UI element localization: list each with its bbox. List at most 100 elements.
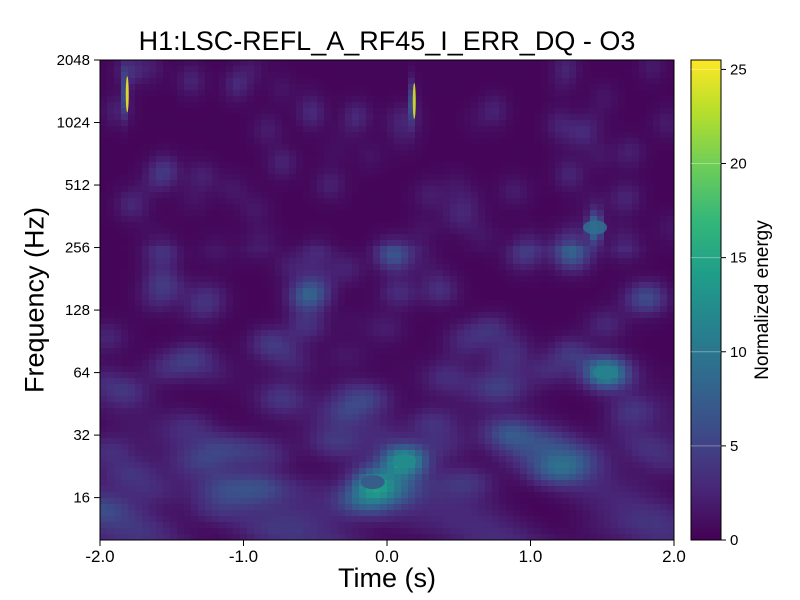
heatmap-cell xyxy=(275,90,283,97)
heatmap-cell xyxy=(366,138,374,145)
heatmap-cell xyxy=(478,378,486,385)
heatmap-cell xyxy=(135,162,143,169)
heatmap-cell xyxy=(380,354,388,361)
heatmap-cell xyxy=(646,282,654,289)
heatmap-cell xyxy=(604,84,612,91)
heatmap-cell xyxy=(492,264,500,271)
heatmap-cell xyxy=(527,108,535,115)
heatmap-cell xyxy=(275,414,283,421)
heatmap-cell xyxy=(226,180,234,187)
heatmap-cell xyxy=(604,192,612,199)
heatmap-cell xyxy=(443,336,451,343)
heatmap-cell xyxy=(527,198,535,205)
heatmap-cell xyxy=(149,126,157,133)
heatmap-cell xyxy=(303,114,311,121)
heatmap-cell xyxy=(310,384,318,391)
heatmap-cell xyxy=(107,156,115,163)
heatmap-cell xyxy=(471,198,479,205)
heatmap-cell xyxy=(247,288,255,295)
heatmap-cell xyxy=(373,408,381,415)
heatmap-cell xyxy=(632,150,640,157)
heatmap-cell xyxy=(506,264,514,271)
heatmap-cell xyxy=(317,114,325,121)
heatmap-cell xyxy=(128,180,136,187)
heatmap-cell xyxy=(485,204,493,211)
heatmap-cell xyxy=(611,354,619,361)
heatmap-cell xyxy=(296,162,304,169)
heatmap-cell xyxy=(184,360,192,367)
heatmap-cell xyxy=(184,258,192,265)
heatmap-cell xyxy=(408,234,416,241)
heatmap-cell xyxy=(247,270,255,277)
heatmap-cell xyxy=(429,348,437,355)
heatmap-cell xyxy=(429,288,437,295)
heatmap-cell xyxy=(275,354,283,361)
heatmap-cell xyxy=(247,378,255,385)
heatmap-cell xyxy=(520,372,528,379)
heatmap-cell xyxy=(366,60,374,67)
heatmap-cell xyxy=(429,180,437,187)
heatmap-cell xyxy=(555,210,563,217)
heatmap-cell xyxy=(499,192,507,199)
heatmap-cell xyxy=(366,204,374,211)
heatmap-cell xyxy=(541,66,549,73)
heatmap-cell xyxy=(639,264,647,271)
heatmap-cell xyxy=(499,342,507,349)
heatmap-cell xyxy=(282,402,290,409)
heatmap-cell xyxy=(457,342,465,349)
heatmap-cell xyxy=(408,108,416,115)
heatmap-cell xyxy=(254,228,262,235)
heatmap-cell xyxy=(527,348,535,355)
heatmap-cell xyxy=(604,252,612,259)
heatmap-cell xyxy=(625,330,633,337)
heatmap-cell xyxy=(247,102,255,109)
heatmap-cell xyxy=(422,402,430,409)
heatmap-cell xyxy=(562,66,570,73)
heatmap-cell xyxy=(506,228,514,235)
heatmap-cell xyxy=(149,228,157,235)
heatmap-cell xyxy=(359,96,367,103)
heatmap-cell xyxy=(513,366,521,373)
heatmap-cell xyxy=(527,144,535,151)
heatmap-cell xyxy=(611,78,619,85)
heatmap-cell xyxy=(534,366,542,373)
heatmap-cell xyxy=(625,102,633,109)
heatmap-cell xyxy=(310,84,318,91)
heatmap-cell xyxy=(233,234,241,241)
heatmap-cell xyxy=(359,336,367,343)
heatmap-cell xyxy=(429,408,437,415)
heatmap-cell xyxy=(289,240,297,247)
heatmap-cell xyxy=(331,108,339,115)
heatmap-cell xyxy=(387,318,395,325)
heatmap-cell xyxy=(464,144,472,151)
heatmap-cell xyxy=(282,186,290,193)
heatmap-cell xyxy=(597,186,605,193)
heatmap-cell xyxy=(289,102,297,109)
heatmap-cell xyxy=(520,216,528,223)
heatmap-cell xyxy=(450,144,458,151)
heatmap-cell xyxy=(562,126,570,133)
heatmap-cell xyxy=(142,402,150,409)
heatmap-cell xyxy=(373,210,381,217)
heatmap-cell xyxy=(380,420,388,427)
heatmap-cell xyxy=(373,84,381,91)
heatmap-cell xyxy=(170,264,178,271)
heatmap-cell xyxy=(107,396,115,403)
heatmap-cell xyxy=(380,150,388,157)
heatmap-cell xyxy=(562,348,570,355)
heatmap-cell xyxy=(289,264,297,271)
heatmap-cell xyxy=(163,138,171,145)
heatmap-cell xyxy=(660,138,668,145)
heatmap-cell xyxy=(163,372,171,379)
heatmap-cell xyxy=(422,120,430,127)
heatmap-cell xyxy=(184,180,192,187)
heatmap-cell xyxy=(660,192,668,199)
heatmap-cell xyxy=(254,294,262,301)
heatmap-cell xyxy=(548,60,556,67)
heatmap-cell xyxy=(163,258,171,265)
heatmap-cell xyxy=(443,168,451,175)
heatmap-cell xyxy=(485,180,493,187)
heatmap-cell xyxy=(289,306,297,313)
heatmap-cell xyxy=(114,60,122,67)
heatmap-cell xyxy=(394,198,402,205)
